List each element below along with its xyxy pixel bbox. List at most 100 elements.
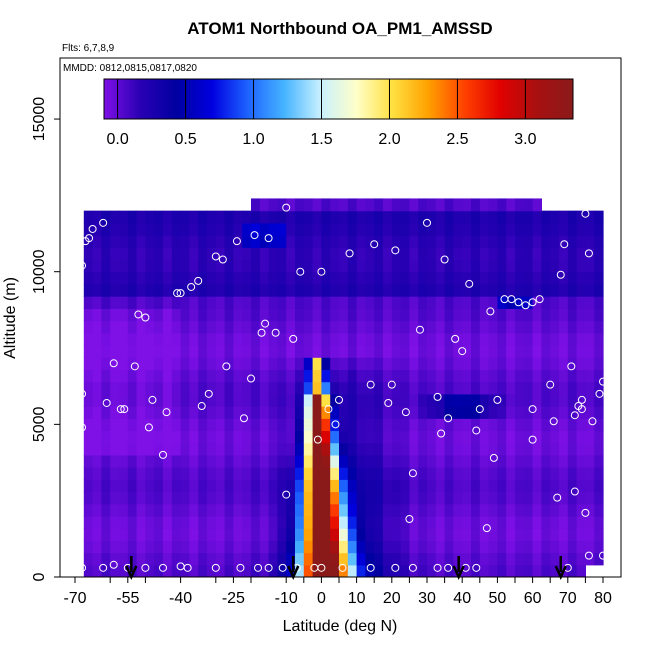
heatmap-cell <box>101 222 111 236</box>
heatmap-cell <box>418 198 428 212</box>
heatmap-cell <box>523 564 534 577</box>
heatmap-cell <box>312 467 322 480</box>
heatmap-cell <box>303 503 314 517</box>
heatmap-cell <box>180 271 190 285</box>
heatmap-cell <box>523 198 534 212</box>
heatmap-cell <box>374 528 384 541</box>
heatmap-cell <box>330 259 340 273</box>
heatmap-cell <box>171 320 182 334</box>
heatmap-cell <box>471 503 481 517</box>
heatmap-cell <box>259 271 270 285</box>
heatmap-cell <box>154 259 164 273</box>
heatmap-cell <box>145 552 155 566</box>
heatmap-cell <box>409 198 419 212</box>
sample-point <box>581 508 590 517</box>
heatmap-cell <box>251 430 261 444</box>
heatmap-cell <box>286 210 296 224</box>
heatmap-cell <box>312 308 322 322</box>
heatmap-cell <box>242 564 252 577</box>
heatmap-cell <box>321 332 331 346</box>
heatmap-cell <box>83 515 94 529</box>
heatmap-cell <box>330 198 340 212</box>
heatmap-cell <box>110 442 120 456</box>
heatmap-cell <box>163 442 173 456</box>
heatmap-cell <box>383 344 393 358</box>
heatmap-cell <box>277 283 287 297</box>
heatmap-cell <box>374 320 384 334</box>
heatmap-cell <box>567 393 578 407</box>
heatmap-cell <box>497 222 507 236</box>
heatmap-cell <box>154 540 164 554</box>
heatmap-cell <box>488 259 498 273</box>
heatmap-cell <box>303 357 314 370</box>
heatmap-cell <box>110 515 120 529</box>
heatmap-cell <box>83 418 94 432</box>
heatmap-cell <box>242 515 252 529</box>
heatmap-cell <box>321 418 331 432</box>
heatmap-cell <box>479 259 490 273</box>
heatmap-cell <box>374 369 384 383</box>
heatmap-cell <box>374 235 384 248</box>
heatmap-cell <box>119 308 129 322</box>
heatmap-cell <box>233 442 243 456</box>
heatmap-cell <box>198 442 208 456</box>
heatmap-cell <box>303 406 314 419</box>
heatmap-cell <box>268 369 278 383</box>
sample-point <box>405 514 414 523</box>
heatmap-cell <box>101 283 111 297</box>
heatmap-cell <box>488 308 498 322</box>
heatmap-cell <box>444 454 454 468</box>
heatmap-cell <box>374 491 384 505</box>
heatmap-cell <box>515 454 525 468</box>
heatmap-cell <box>374 247 384 261</box>
heatmap-cell <box>259 479 270 493</box>
heatmap-cell <box>339 503 349 517</box>
heatmap-cell <box>585 406 595 419</box>
heatmap-cell <box>136 491 146 505</box>
heatmap-cell <box>559 357 569 370</box>
heatmap-cell <box>506 198 516 212</box>
heatmap-cell <box>312 222 322 236</box>
heatmap-cell <box>365 235 375 248</box>
heatmap-cell <box>409 454 419 468</box>
heatmap-cell <box>92 406 102 419</box>
heatmap-cell <box>567 491 578 505</box>
heatmap-cell <box>576 430 586 444</box>
heatmap-cell <box>119 247 129 261</box>
heatmap-cell <box>242 222 252 236</box>
heatmap-cell <box>286 491 296 505</box>
heatmap-cell <box>506 308 516 322</box>
heatmap-cell <box>400 283 410 297</box>
heatmap-cell <box>171 296 182 309</box>
heatmap-cell <box>295 418 305 432</box>
heatmap-cell <box>559 283 569 297</box>
heatmap-cell <box>330 515 340 529</box>
heatmap-cell <box>391 454 402 468</box>
heatmap-cell <box>559 259 569 273</box>
heatmap-cell <box>83 320 94 334</box>
heatmap-cell <box>136 247 146 261</box>
heatmap-cell <box>295 344 305 358</box>
x-tick-label: -55 <box>116 590 139 607</box>
heatmap-cell <box>594 467 604 480</box>
heatmap-cell <box>532 528 542 541</box>
heatmap-cell <box>444 552 454 566</box>
heatmap-cell <box>224 381 234 395</box>
heatmap-cell <box>567 528 578 541</box>
heatmap-cell <box>136 467 146 480</box>
heatmap-cell <box>356 454 366 468</box>
heatmap-cell <box>101 308 111 322</box>
heatmap-cell <box>119 283 129 297</box>
heatmap-cell <box>427 467 437 480</box>
heatmap-cell <box>532 332 542 346</box>
heatmap-cell <box>497 503 507 517</box>
heatmap-cell <box>550 259 560 273</box>
heatmap-cell <box>330 235 340 248</box>
sample-point <box>282 490 291 499</box>
heatmap-cell <box>576 528 586 541</box>
heatmap-cell <box>295 247 305 261</box>
heatmap-cell <box>567 320 578 334</box>
heatmap-cell <box>198 515 208 529</box>
heatmap-cell <box>171 467 182 480</box>
heatmap-cell <box>189 491 199 505</box>
